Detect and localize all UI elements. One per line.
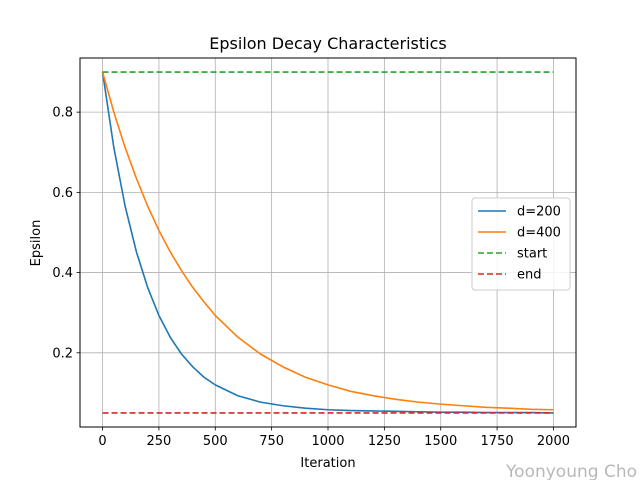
x-tick-label: 1750	[481, 434, 514, 449]
x-tick-label: 250	[146, 434, 171, 449]
legend: d=200 d=400 start end	[471, 197, 571, 291]
y-tick-label: 0.4	[52, 266, 73, 281]
legend-label: start	[517, 247, 547, 262]
y-tick-label: 0.6	[52, 186, 73, 201]
y-axis-label: Epsilon	[29, 220, 44, 267]
legend-label: d=400	[517, 226, 561, 241]
x-tick-label: 1000	[311, 434, 344, 449]
watermark-text: Yoonyoung Cho	[505, 462, 637, 480]
x-tick-label: 500	[203, 434, 228, 449]
y-tick-label: 0.8	[52, 106, 73, 121]
x-tick-label: 750	[259, 434, 284, 449]
x-tick-label: 1250	[368, 434, 401, 449]
x-axis-label: Iteration	[300, 456, 355, 471]
y-tick-label: 0.2	[52, 346, 73, 361]
x-tick-label: 0	[98, 434, 106, 449]
axis-ticks: 0 250 500 750 1000 1250 1500 1750 2000 0.2 0.4 0.6 0…	[52, 106, 570, 449]
chart-title: Epsilon Decay Characteristics	[209, 34, 446, 53]
x-tick-label: 1500	[424, 434, 457, 449]
series-line-d-400	[101, 71, 554, 411]
legend-label: d=200	[517, 205, 561, 220]
x-tick-label: 2000	[537, 434, 570, 449]
legend-label: end	[517, 268, 542, 283]
legend-box	[471, 197, 571, 291]
series-lines	[101, 71, 554, 414]
